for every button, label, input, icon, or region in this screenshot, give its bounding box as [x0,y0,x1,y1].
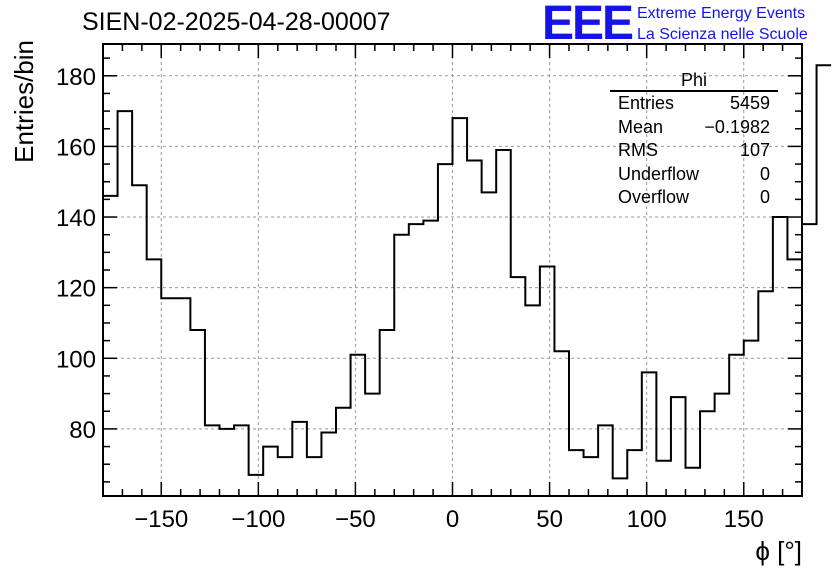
histogram-bin [729,355,744,496]
stats-value: 5459 [729,93,770,113]
stats-row-rms: RMS 107 [610,139,778,163]
histogram-series [103,64,832,480]
y-tick-label: 180 [56,64,96,91]
y-tick-label: 120 [56,276,96,303]
y-axis-label: Entries/bin [9,40,39,163]
eee-logo: EEE [542,0,634,50]
stats-row-underflow: Underflow 0 [610,163,778,187]
stats-value: 107 [739,140,770,160]
histogram-bin [321,432,336,496]
logo-caption: Extreme Energy Events La Scienza nelle S… [637,3,808,45]
x-tick-label: 50 [536,506,563,533]
histogram-bin [511,277,526,496]
histogram-bin [787,259,802,496]
histogram-bin [118,111,133,496]
histogram-bin [176,298,191,496]
x-tick-label: 150 [724,506,764,533]
histogram-bin [554,351,569,496]
histogram-bin [700,411,715,496]
histogram-bin [380,330,395,496]
histogram-bin [438,164,453,496]
stats-row-overflow: Overflow 0 [610,186,778,210]
x-tick-label: −150 [134,506,188,533]
histogram-bin [365,394,380,496]
stats-value: 0 [759,163,770,184]
histogram-bin [817,65,832,496]
histogram-bin [584,457,599,496]
histogram-bin [453,118,468,496]
chart-title: SIEN-02-2025-04-28-00007 [82,8,391,36]
stats-value: −0.1982 [704,116,770,137]
histogram-bin [103,196,118,496]
histogram-bin [656,461,671,496]
logo-caption-line1: Extreme Energy Events [637,5,806,22]
logo-caption-line2: La Scienza nelle Scuole [637,26,808,43]
histogram-bin [627,450,642,496]
histogram-bin [642,372,657,496]
histogram-bin [773,217,788,496]
histogram-bin [263,447,278,496]
histogram-bin [525,305,540,496]
histogram-bin [220,429,235,496]
histogram-bin [190,330,205,496]
stats-title: Phi [610,70,778,92]
histogram-bin [540,266,555,496]
y-tick-label: 100 [56,346,96,373]
y-tick-label: 140 [56,205,96,232]
stats-value: 0 [759,187,770,207]
y-tick-label: 80 [69,417,96,444]
histogram-bin [423,221,438,496]
stats-label: Mean [618,116,664,137]
stats-label: Overflow [618,187,690,207]
histogram-bin [249,475,264,496]
stats-row-mean: Mean −0.1982 [610,116,778,140]
x-axis-label: ϕ [°] [755,536,802,566]
histogram-bin [292,422,307,496]
stats-box: Phi Entries 5459 Mean −0.1982 RMS 107 Un… [610,70,778,210]
stats-row-entries: Entries 5459 [610,92,778,116]
histogram-bin [758,291,773,496]
x-tick-label: −50 [335,506,376,533]
histogram-bin [307,457,322,496]
histogram-bin [686,468,701,496]
histogram-bin [161,298,176,496]
histogram-bin [598,425,613,496]
histogram-bin [278,457,293,496]
histogram-bin [482,192,497,496]
x-tick-label: 100 [627,506,667,533]
histogram-bin [496,150,511,496]
histogram-bin [715,394,730,496]
histogram-bin [671,397,686,496]
histogram-bin [394,235,409,496]
histogram-bin [802,224,817,496]
x-tick-label: −100 [231,506,285,533]
x-tick-label: 0 [446,506,459,533]
histogram-bin [147,259,162,496]
histogram-bin [569,450,584,496]
histogram-bin [132,185,147,496]
y-tick-label: 160 [56,134,96,161]
histogram-bin [467,161,482,496]
histogram-bin [613,478,628,496]
histogram-bin [234,425,249,496]
histogram-bin [351,355,366,496]
histogram-bin [336,408,351,496]
stats-label: Underflow [618,163,700,184]
stats-label: Entries [618,93,675,113]
stats-label: RMS [618,140,658,160]
histogram-bin [744,341,759,496]
histogram-bin [205,425,220,496]
histogram-bin [409,224,424,496]
